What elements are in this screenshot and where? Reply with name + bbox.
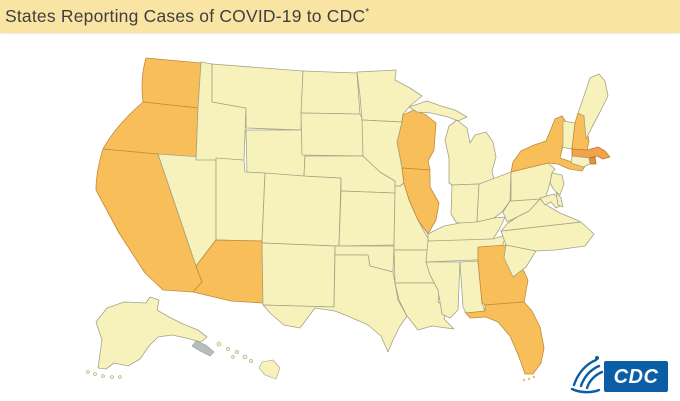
aleutian-islands (86, 370, 122, 379)
state-me (577, 73, 609, 140)
state-wy (245, 129, 307, 177)
page-title-asterisk: * (365, 7, 370, 19)
title-bar: States Reporting Cases of COVID-19 to CD… (0, 0, 680, 33)
state-co (261, 172, 342, 247)
cdc-logo: CDC (604, 361, 668, 392)
state-tx (262, 254, 408, 353)
state-nm (261, 242, 336, 308)
cdc-logo-box (604, 361, 668, 392)
state-mi (444, 119, 497, 186)
state-vt (560, 120, 576, 150)
state-il (401, 167, 440, 235)
state-ak (95, 296, 208, 370)
hhs-logo (570, 356, 604, 394)
state-nj (549, 172, 565, 196)
state-wa (141, 57, 202, 109)
state-wi (396, 109, 437, 171)
state-in (450, 183, 480, 227)
state-nc (500, 221, 595, 252)
page-title-text: States Reporting Cases of COVID-19 to CD… (5, 6, 366, 26)
state-ks (338, 190, 396, 247)
state-ms (425, 261, 461, 319)
state-de (555, 191, 564, 208)
florida-keys (522, 375, 536, 382)
state-hi (216, 341, 281, 380)
alaska-archipelago (191, 340, 215, 357)
cdc-logo-text: CDC (614, 366, 659, 388)
state-mi-upper-peninsula (408, 100, 468, 122)
state-mn (356, 69, 423, 123)
state-fl (464, 301, 545, 375)
state-nd (300, 70, 361, 115)
page-title: States Reporting Cases of COVID-19 to CD… (5, 6, 369, 27)
state-sd (300, 112, 364, 157)
state-ct (570, 155, 591, 168)
